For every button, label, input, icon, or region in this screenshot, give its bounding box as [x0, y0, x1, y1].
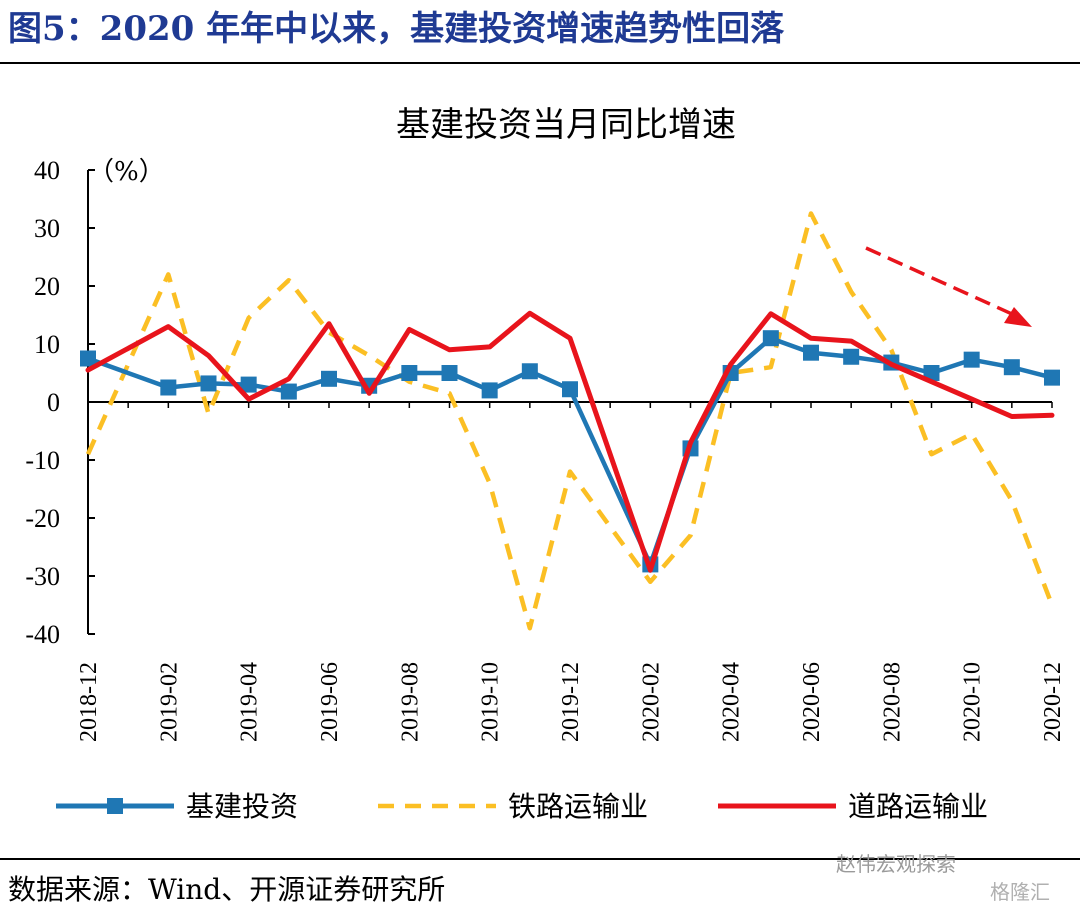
bottom-divider — [0, 858, 1080, 860]
y-tick-label: -30 — [25, 562, 60, 591]
legend-marker — [107, 798, 123, 814]
watermark-secondary: 格隆汇 — [990, 880, 1050, 904]
trend-down-arrow — [865, 246, 1032, 327]
series-marker — [280, 383, 297, 400]
source-note: 数据来源：Wind、开源证券研究所 — [8, 873, 446, 906]
series-marker — [80, 350, 96, 367]
x-tick-label: 2019-04 — [237, 662, 263, 742]
series-marker — [562, 381, 578, 398]
x-tick-label: 2019-02 — [156, 662, 182, 742]
series-marker — [1044, 369, 1060, 386]
x-tick-label: 2020-06 — [799, 662, 825, 742]
series-marker — [200, 375, 217, 392]
x-tick-label: 2020-04 — [719, 662, 745, 742]
watermark: 赵伟宏观探索 — [836, 852, 956, 876]
y-tick-label: 40 — [34, 156, 60, 185]
series-line-2 — [85, 310, 1055, 573]
series-marker — [240, 376, 257, 393]
x-tick-label: 2020-12 — [1040, 662, 1066, 742]
series-line-1 — [85, 211, 1055, 631]
y-axis-unit-label: （%） — [88, 157, 165, 187]
legend: 基建投资 铁路运输业 道路运输业 — [56, 790, 988, 823]
series-marker — [762, 330, 779, 347]
x-tick-label: 2019-10 — [478, 662, 504, 742]
y-tick-label: 0 — [47, 388, 60, 417]
series-marker — [963, 351, 980, 368]
chart-title: 基建投资当月同比增速 — [396, 105, 736, 145]
top-divider — [0, 62, 1080, 64]
series-marker — [1003, 359, 1020, 376]
figure-title: 图5：2020 年年中以来，基建投资增速趋势性回落 — [8, 9, 785, 49]
x-tick-label: 2018-12 — [76, 662, 102, 742]
x-tick-label: 2019-08 — [397, 662, 423, 742]
y-tick-label: 20 — [34, 272, 60, 301]
x-tick-label: 2020-10 — [960, 662, 986, 742]
x-tick-label: 2019-12 — [558, 662, 584, 742]
legend-label: 基建投资 — [186, 790, 298, 823]
x-axis-ticks: 2018-12 2019-02 2019-04 2019-06 2019-08 2019-… — [76, 402, 1066, 742]
y-axis-ticks: 40 30 20 10 0 -10 -20 -30 -40 — [25, 156, 95, 649]
y-tick-label: 10 — [34, 330, 60, 359]
series-marker — [441, 365, 458, 381]
y-tick-label: 30 — [34, 214, 60, 243]
legend-label: 道路运输业 — [848, 790, 988, 823]
series-marker — [803, 344, 819, 361]
y-tick-label: -40 — [25, 620, 60, 649]
series-marker — [923, 365, 940, 381]
y-tick-label: -10 — [25, 446, 60, 475]
series-layer — [80, 211, 1060, 631]
y-tick-label: -20 — [25, 504, 60, 533]
series-marker — [521, 363, 538, 380]
x-tick-label: 2019-06 — [317, 662, 343, 742]
series-marker — [321, 370, 337, 387]
line-chart: 基建投资当月同比增速 （%） 40 30 20 10 0 -10 -20 -30 -40 201… — [25, 105, 1066, 823]
trend-arrow-head — [1004, 307, 1032, 327]
series-marker — [481, 382, 498, 399]
legend-label: 铁路运输业 — [508, 790, 648, 823]
series-marker — [160, 379, 177, 396]
x-tick-label: 2020-08 — [879, 662, 905, 742]
x-tick-label: 2020-02 — [638, 662, 664, 742]
trend-arrow-line — [865, 246, 1013, 316]
series-marker — [401, 365, 418, 381]
series-marker — [843, 348, 860, 365]
